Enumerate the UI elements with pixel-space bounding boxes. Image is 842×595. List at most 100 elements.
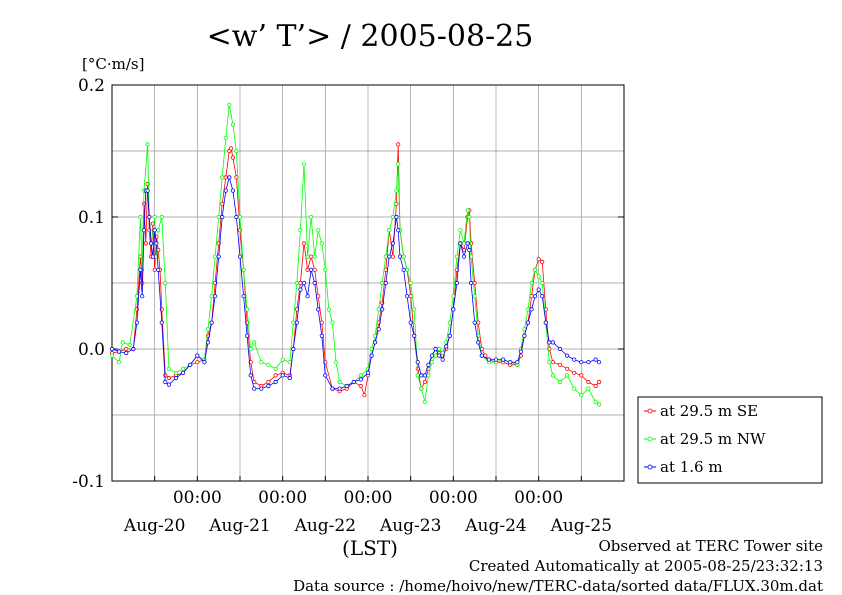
data-point <box>312 254 317 259</box>
data-point <box>467 247 472 253</box>
data-point <box>181 366 186 371</box>
data-point <box>529 280 534 286</box>
data-point <box>163 379 168 385</box>
series-line <box>111 144 600 397</box>
data-point <box>280 373 285 378</box>
data-point <box>234 214 239 220</box>
data-point <box>333 360 339 365</box>
data-point <box>294 280 299 286</box>
data-point <box>266 362 271 367</box>
data-point <box>291 346 296 352</box>
series <box>109 175 602 391</box>
data-point <box>593 383 598 389</box>
data-point <box>259 360 264 365</box>
data-point <box>147 214 152 220</box>
data-point <box>202 360 207 365</box>
data-point <box>109 346 115 352</box>
data-point <box>166 382 171 387</box>
data-point <box>540 280 545 286</box>
data-point <box>369 353 374 358</box>
x-tick-date-label: Aug-21 <box>208 516 270 536</box>
data-point <box>383 254 388 259</box>
data-point <box>294 320 299 325</box>
data-point <box>220 201 225 206</box>
x-tick-time-label: 00:00 <box>173 488 222 508</box>
data-point <box>436 346 442 352</box>
data-point <box>301 162 307 167</box>
data-point <box>387 228 392 233</box>
data-point <box>163 280 168 286</box>
data-point <box>216 254 221 259</box>
data-point <box>273 379 278 385</box>
x-tick-date-label: Aug-24 <box>464 516 526 536</box>
data-point <box>150 254 155 259</box>
footer-site: Observed at TERC Tower site <box>598 537 823 555</box>
data-point <box>540 259 545 264</box>
data-point <box>230 188 235 193</box>
data-point <box>298 228 303 233</box>
data-point <box>223 135 228 140</box>
data-point <box>397 254 403 259</box>
data-point <box>579 393 584 398</box>
data-point <box>557 379 563 385</box>
data-point <box>557 362 563 367</box>
data-point <box>252 340 257 345</box>
data-point <box>465 241 470 246</box>
data-point <box>564 366 570 371</box>
data-point <box>319 320 324 325</box>
x-axis-label: (LST) <box>342 536 398 560</box>
legend-label: at 29.5 m SE <box>660 402 758 420</box>
data-point <box>472 320 477 325</box>
data-point <box>461 241 467 246</box>
data-point <box>273 366 278 371</box>
data-point <box>305 254 310 259</box>
data-point <box>451 294 456 299</box>
data-point <box>134 320 139 325</box>
series <box>109 102 602 407</box>
data-point <box>579 360 584 365</box>
data-point <box>223 175 228 180</box>
data-point <box>422 399 427 404</box>
data-point <box>376 327 381 332</box>
data-point <box>229 146 234 151</box>
data-point <box>365 370 371 375</box>
data-point <box>461 254 467 259</box>
data-point <box>134 294 139 299</box>
data-point <box>248 346 253 352</box>
y-tick-label: -0.1 <box>72 472 105 492</box>
y-tick-label: 0.2 <box>78 76 105 96</box>
data-point <box>515 360 520 365</box>
data-point <box>241 294 246 299</box>
data-point <box>476 340 481 345</box>
data-point <box>579 373 584 378</box>
data-point <box>358 383 363 389</box>
data-point <box>532 267 538 272</box>
y-axis: 0.2 0.1 0.0 -0.1 <box>72 76 624 492</box>
legend-label: at 1.6 m <box>660 458 723 476</box>
data-point <box>586 360 591 365</box>
footer-created: Created Automatically at 2005-08-25/23:3… <box>469 557 823 575</box>
data-point <box>408 280 413 286</box>
data-point <box>394 214 399 220</box>
data-point <box>143 241 148 246</box>
data-point <box>138 267 143 272</box>
data-point <box>312 267 317 272</box>
data-point <box>426 362 431 367</box>
data-point <box>298 287 303 292</box>
data-point <box>433 346 438 352</box>
data-point <box>550 373 556 378</box>
data-point <box>344 383 349 389</box>
data-point <box>467 214 472 220</box>
data-point <box>205 340 211 345</box>
series-line <box>111 104 600 405</box>
data-point <box>557 346 563 352</box>
data-point <box>305 267 310 272</box>
data-point <box>138 214 143 220</box>
data-point <box>419 373 424 378</box>
data-point <box>234 148 239 154</box>
data-point <box>154 241 159 246</box>
data-point <box>351 379 356 385</box>
data-point <box>429 353 435 358</box>
data-point <box>166 375 171 381</box>
data-point <box>227 102 232 107</box>
